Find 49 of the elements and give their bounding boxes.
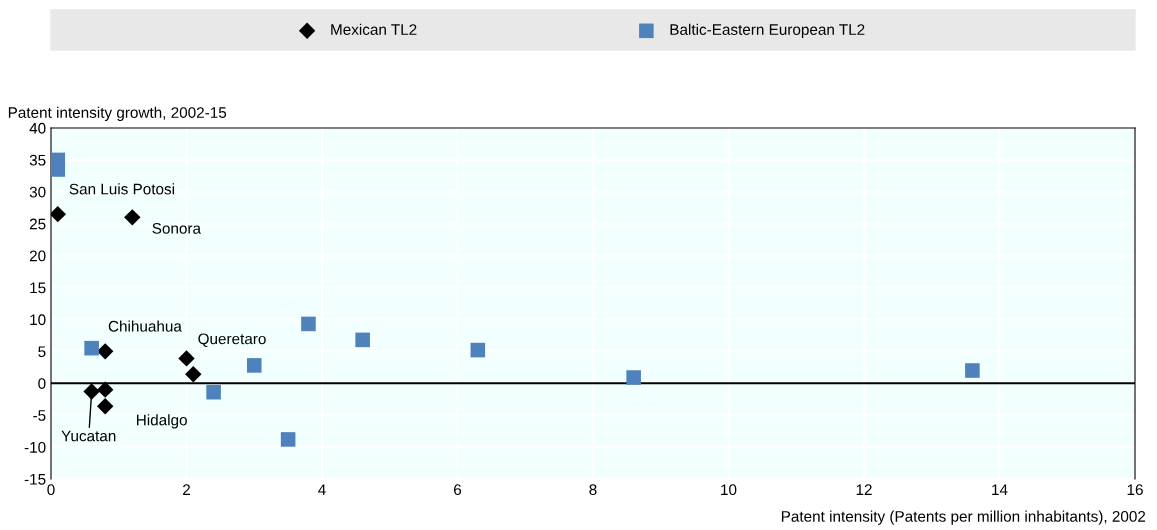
x-axis-title: Patent intensity (Patents per million inhabitants), 2002 xyxy=(781,510,1146,525)
x-tick-label: 10 xyxy=(721,484,737,496)
x-tick-label: 4 xyxy=(318,484,326,495)
point xyxy=(206,384,221,400)
annotation: Hidalgo xyxy=(137,414,187,429)
point xyxy=(96,398,114,415)
y-tick-label: -5 xyxy=(33,410,46,421)
point xyxy=(84,340,99,356)
point xyxy=(96,343,114,360)
y-tick-label: 40 xyxy=(29,122,46,134)
point xyxy=(185,366,202,383)
y-tick-label: 25 xyxy=(29,218,46,230)
x-tick-label: 14 xyxy=(992,484,1008,495)
x-tick-label: 12 xyxy=(856,484,872,495)
x-tick-label: 6 xyxy=(454,484,462,496)
y-tick-label: -10 xyxy=(24,441,46,453)
y-axis-title: Patent intensity growth, 2002-15 xyxy=(8,106,227,121)
point xyxy=(626,370,641,385)
point xyxy=(965,363,980,378)
annotation: Queretaro xyxy=(198,333,266,347)
annotation: Yucatan xyxy=(61,430,116,442)
point xyxy=(280,432,296,447)
y-tick-label: 20 xyxy=(29,250,46,262)
point xyxy=(301,316,316,332)
y-tick-label: 30 xyxy=(29,186,46,198)
annotation: Chihuahua xyxy=(108,320,182,332)
x-tick-label: 8 xyxy=(589,484,597,496)
y-tick-label: 5 xyxy=(38,346,46,358)
y-tick-label: 15 xyxy=(30,282,46,294)
point xyxy=(178,350,195,367)
annotation: Sonora xyxy=(152,222,202,234)
point xyxy=(51,205,66,223)
x-tick-label: 0 xyxy=(47,484,55,496)
y-tick-label: 10 xyxy=(30,314,46,326)
y-tick-label: 35 xyxy=(29,154,46,166)
y-tick-label: 0 xyxy=(38,378,46,389)
point xyxy=(51,162,66,177)
point xyxy=(470,342,486,358)
legend-label: Mexican TL2 xyxy=(331,23,417,35)
x-tick-label: 16 xyxy=(1127,484,1143,496)
point xyxy=(246,358,262,373)
legend-label: Baltic-Eastern European TL2 xyxy=(670,23,865,38)
annotation: San Luis Potosi xyxy=(69,183,175,195)
point xyxy=(124,209,141,226)
y-tick-label: -15 xyxy=(24,474,46,485)
point xyxy=(96,381,114,398)
point xyxy=(355,332,370,348)
x-tick-label: 2 xyxy=(183,484,190,495)
point xyxy=(83,383,100,400)
